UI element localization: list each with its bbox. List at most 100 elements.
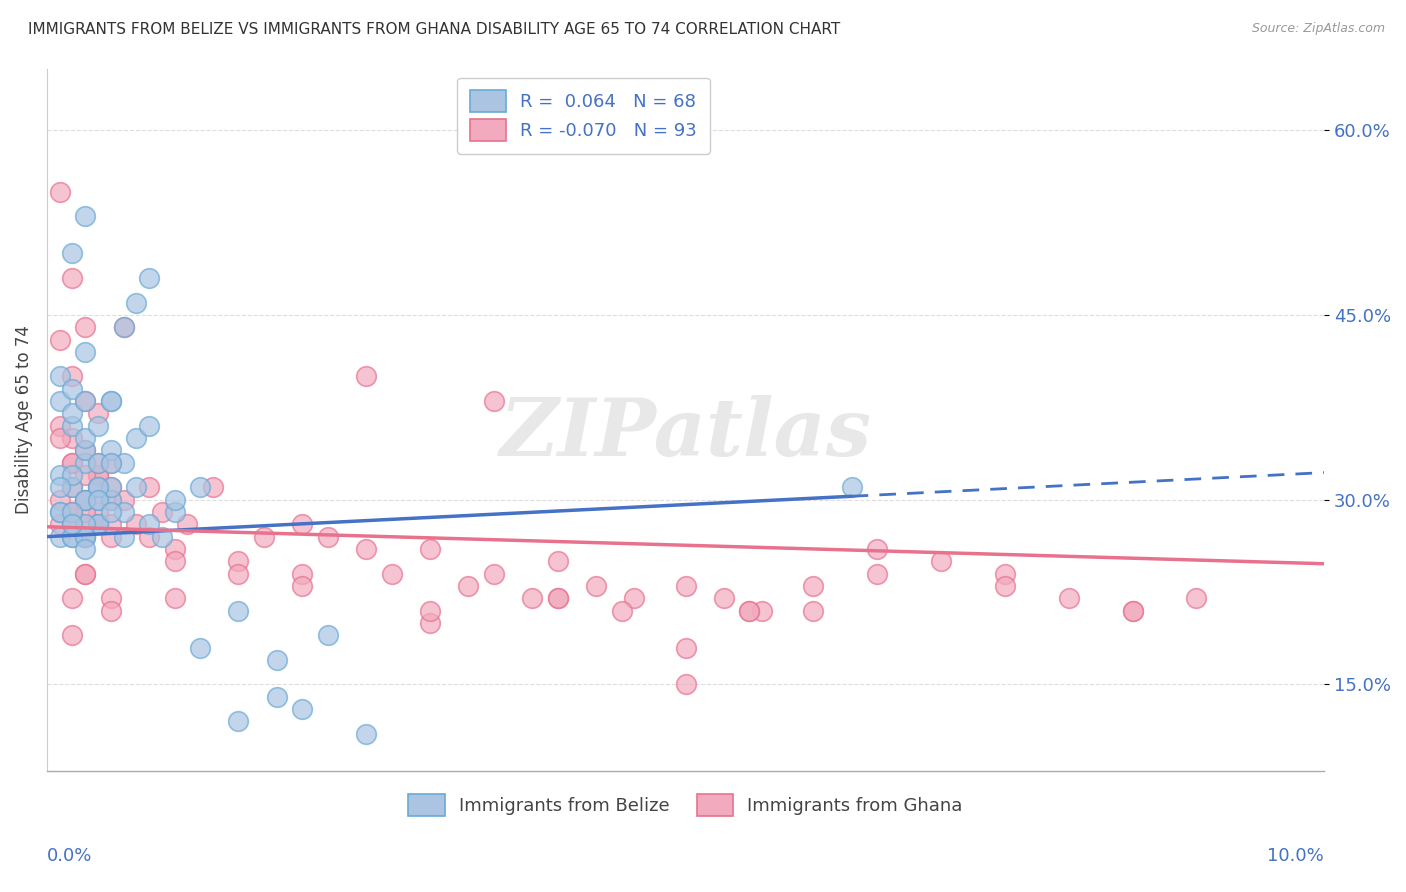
Point [87,468,110,483]
Point [163,541,186,556]
Point [75,530,97,544]
Point [675,677,697,691]
Point [138,480,160,494]
Point [266,690,288,704]
Y-axis label: Disability Age 65 to 74: Disability Age 65 to 74 [15,326,32,514]
Point [75,566,97,581]
Point [75,443,97,458]
Point [62,480,84,494]
Point [48,468,70,483]
Point [75,517,97,532]
Point [75,443,97,458]
Point [253,530,276,544]
Point [87,480,110,494]
Point [291,702,314,716]
Text: 0.0%: 0.0% [46,847,93,865]
Point [48,505,70,519]
Point [623,591,645,606]
Point [201,480,224,494]
Point [138,418,160,433]
Text: Source: ZipAtlas.com: Source: ZipAtlas.com [1251,22,1385,36]
Point [87,517,110,532]
Point [62,431,84,445]
Point [87,480,110,494]
Point [100,603,122,617]
Point [87,456,110,470]
Point [125,431,148,445]
Point [100,492,122,507]
Point [150,505,173,519]
Point [112,505,135,519]
Point [354,369,377,384]
Point [419,603,441,617]
Point [87,505,110,519]
Point [87,517,110,532]
Point [100,456,122,470]
Point [62,517,84,532]
Point [457,579,479,593]
Point [266,653,288,667]
Point [62,369,84,384]
Point [87,492,110,507]
Point [75,394,97,409]
Point [75,541,97,556]
Point [62,456,84,470]
Point [62,407,84,421]
Point [751,603,773,617]
Point [100,480,122,494]
Point [48,185,70,199]
Point [188,640,211,655]
Point [87,456,110,470]
Point [228,714,250,729]
Point [482,394,505,409]
Point [75,344,97,359]
Point [112,456,135,470]
Text: ZIPatlas: ZIPatlas [499,395,872,473]
Point [125,517,148,532]
Point [48,505,70,519]
Point [138,530,160,544]
Point [112,530,135,544]
Point [994,566,1017,581]
Point [1122,603,1144,617]
Point [112,320,135,334]
Point [100,456,122,470]
Point [62,480,84,494]
Point [188,480,211,494]
Point [62,456,84,470]
Point [112,492,135,507]
Point [100,591,122,606]
Point [482,566,505,581]
Point [547,591,569,606]
Point [48,431,70,445]
Point [738,603,761,617]
Point [100,394,122,409]
Point [75,320,97,334]
Text: 10.0%: 10.0% [1267,847,1324,865]
Point [100,505,122,519]
Point [354,541,377,556]
Point [48,492,70,507]
Point [62,418,84,433]
Point [62,246,84,260]
Point [316,530,339,544]
Point [48,394,70,409]
Point [163,554,186,568]
Point [138,271,160,285]
Point [228,554,250,568]
Point [100,443,122,458]
Point [48,369,70,384]
Point [75,492,97,507]
Legend: Immigrants from Belize, Immigrants from Ghana: Immigrants from Belize, Immigrants from … [399,785,972,825]
Point [75,210,97,224]
Point [48,517,70,532]
Point [48,530,70,544]
Point [75,492,97,507]
Point [75,517,97,532]
Point [75,530,97,544]
Point [675,579,697,593]
Point [87,407,110,421]
Point [48,418,70,433]
Point [228,603,250,617]
Point [1122,603,1144,617]
